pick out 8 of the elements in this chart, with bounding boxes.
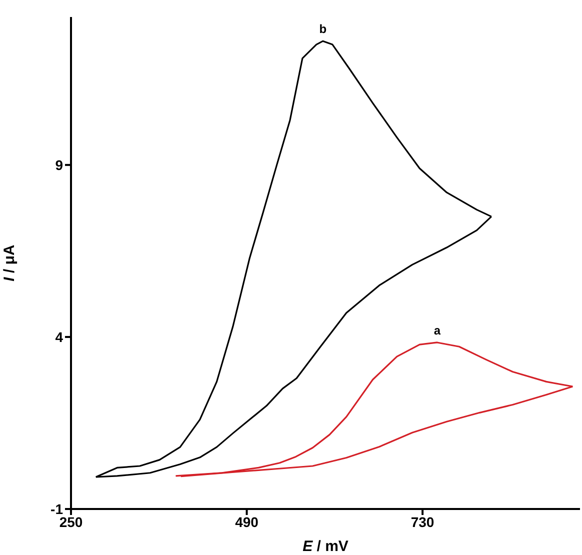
x-tick-label: 490 — [235, 514, 259, 530]
series-label: a — [434, 323, 441, 338]
y-tick-label: 4 — [55, 328, 64, 345]
y-tick-label: 9 — [55, 156, 64, 173]
x-axis-title: E / mV — [302, 538, 348, 555]
series-label: b — [319, 22, 327, 36]
x-tick-label: 730 — [410, 514, 434, 530]
y-axis-title: I / μA — [1, 244, 18, 282]
